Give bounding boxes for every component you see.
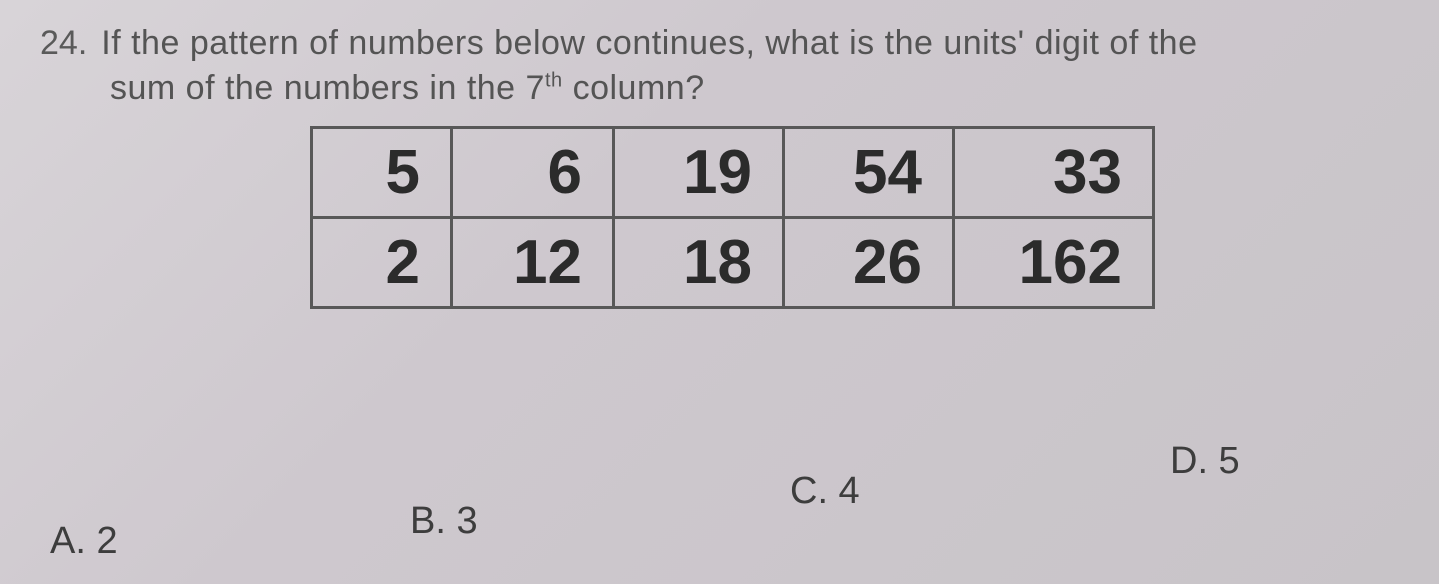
number-table: 5 6 19 54 33 2 12 18 26 162 [310, 126, 1155, 309]
table-row: 2 12 18 26 162 [312, 218, 1154, 308]
table-cell: 18 [613, 218, 783, 308]
question-line2-sup: th [545, 70, 563, 92]
choice-b[interactable]: B. 3 [410, 500, 478, 543]
table-cell: 12 [452, 218, 614, 308]
question-line2-pre: sum of the numbers in the 7 [110, 69, 545, 107]
choice-d[interactable]: D. 5 [1170, 440, 1240, 483]
table-row: 5 6 19 54 33 [312, 128, 1154, 218]
number-table-wrap: 5 6 19 54 33 2 12 18 26 162 [310, 126, 1399, 309]
table-cell: 33 [953, 128, 1153, 218]
question-text-line1: If the pattern of numbers below continue… [101, 24, 1197, 63]
table-cell: 6 [452, 128, 614, 218]
choice-a[interactable]: A. 2 [50, 520, 118, 563]
answer-choices: A. 2 B. 3 C. 4 D. 5 [0, 430, 1439, 580]
question-line-1: 24. If the pattern of numbers below cont… [40, 24, 1399, 63]
question-text-line2: sum of the numbers in the 7th column? [110, 69, 1399, 108]
table-cell: 54 [783, 128, 953, 218]
choice-c[interactable]: C. 4 [790, 470, 860, 513]
table-cell: 19 [613, 128, 783, 218]
table-cell: 2 [312, 218, 452, 308]
table-cell: 162 [953, 218, 1153, 308]
question-page: 24. If the pattern of numbers below cont… [0, 0, 1439, 309]
question-line2-post: column? [563, 69, 705, 107]
question-number: 24. [40, 24, 87, 63]
table-cell: 26 [783, 218, 953, 308]
table-cell: 5 [312, 128, 452, 218]
